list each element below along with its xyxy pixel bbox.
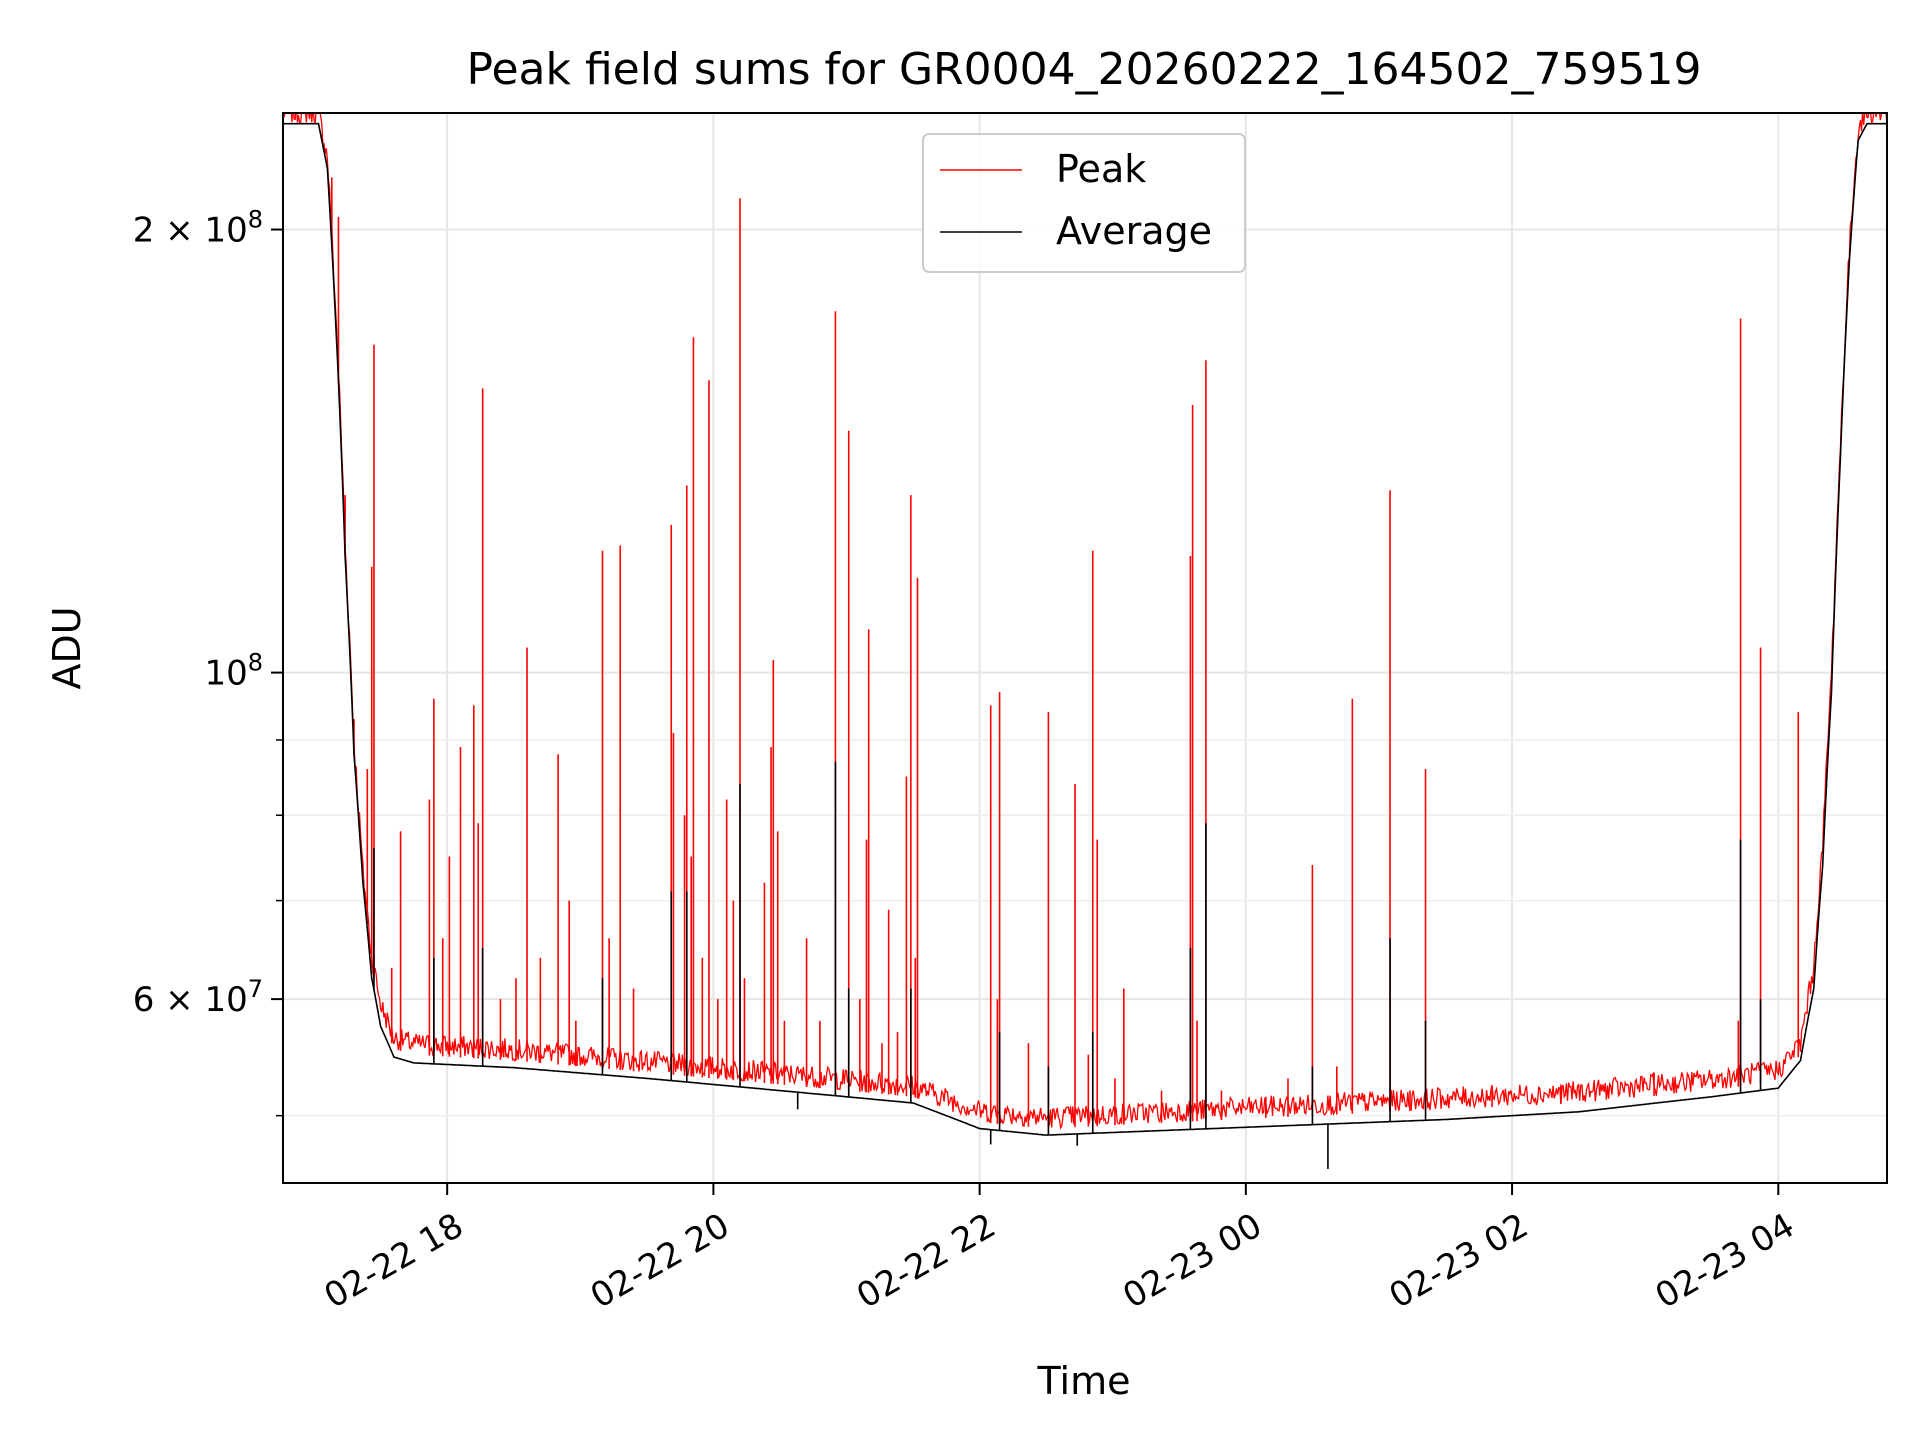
legend-box <box>922 133 1246 273</box>
legend-peak-label: Peak <box>1056 147 1146 191</box>
y-tick-label: 6 × 107 <box>133 975 263 1020</box>
legend: Peak Average <box>922 133 1246 273</box>
x-axis-label: Time <box>1037 1359 1131 1403</box>
y-axis-label: ADU <box>45 606 89 689</box>
y-tick-label: 108 <box>204 649 263 694</box>
plot-clip-group <box>283 113 1887 1169</box>
plot-data <box>283 113 1887 1169</box>
plot-frame <box>282 112 1888 1184</box>
y-tick-mantissa: 2 × 10 <box>133 211 248 251</box>
y-tick-mantissa: 10 <box>204 654 247 694</box>
y-tick-mantissa: 6 × 10 <box>133 980 248 1020</box>
y-tick-exponent: 8 <box>248 206 263 234</box>
peak-series-line <box>283 113 1887 1130</box>
legend-average-label: Average <box>1056 209 1212 253</box>
chart-title: Peak field sums for GR0004_20260222_1645… <box>467 44 1702 95</box>
average-series-line <box>283 122 1887 1136</box>
y-tick-label: 2 × 108 <box>133 206 263 251</box>
y-tick-exponent: 7 <box>248 975 263 1003</box>
y-tick-exponent: 8 <box>248 649 263 677</box>
